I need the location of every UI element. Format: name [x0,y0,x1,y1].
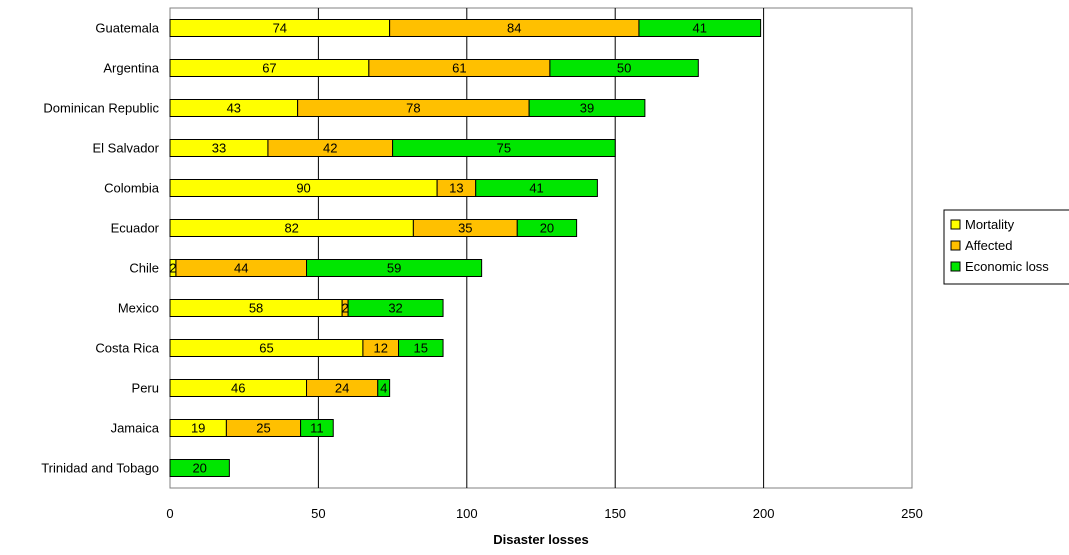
data-label: 35 [458,221,472,236]
bar-segment [392,139,616,157]
x-tick-label: 0 [166,506,173,521]
data-label: 75 [497,141,511,156]
data-label: 43 [227,101,241,116]
category-label: Peru [132,381,159,396]
bar-segment [516,219,578,237]
bar-segment [475,179,598,197]
legend-label: Economic loss [965,259,1049,274]
x-tick-label: 200 [753,506,775,521]
category-label: Costa Rica [95,341,159,356]
x-tick-label: 250 [901,506,923,521]
data-label: 44 [234,261,248,276]
bar-segment [398,339,444,357]
legend-swatch [950,240,961,251]
category-label: Trinidad and Tobago [41,461,159,476]
data-label: 78 [406,101,420,116]
bar-segment [638,19,762,37]
x-tick-label: 50 [311,506,325,521]
bar-segment [528,99,646,117]
category-label: Argentina [103,61,159,76]
data-label: 65 [259,341,273,356]
data-label: 41 [693,21,707,36]
bar-segment [377,379,391,397]
category-label: Jamaica [111,421,160,436]
bar-segment [347,299,444,317]
data-label: 46 [231,381,245,396]
x-tick-label: 150 [604,506,626,521]
x-axis-title: Disaster losses [493,532,588,547]
data-label: 33 [212,141,226,156]
bar-segment [549,59,699,77]
x-axis: 0 50 100 150 200 250 [166,506,922,521]
data-label: 2 [341,301,348,316]
category-label: Dominican Republic [43,101,159,116]
data-label: 2 [169,261,176,276]
category-label: El Salvador [93,141,160,156]
data-label: 20 [540,221,554,236]
legend-label: Affected [965,238,1012,253]
category-label: Chile [129,261,159,276]
data-label: 41 [529,181,543,196]
data-label: 61 [452,61,466,76]
data-label: 13 [449,181,463,196]
x-tick-label: 100 [456,506,478,521]
data-label: 90 [296,181,310,196]
plot-area [169,7,913,489]
legend-swatch [950,219,961,230]
data-label: 58 [249,301,263,316]
data-label: 82 [284,221,298,236]
data-label: 67 [262,61,276,76]
data-label: 20 [192,461,206,476]
data-label: 59 [387,261,401,276]
bar-segment [306,259,483,277]
data-label: 50 [617,61,631,76]
data-label: 42 [323,141,337,156]
bar-segment [169,459,230,477]
legend-frame [943,209,1069,285]
data-label: 19 [191,421,205,436]
data-label: 12 [373,341,387,356]
data-label: 4 [380,381,387,396]
data-label: 84 [507,21,521,36]
data-label: 74 [273,21,287,36]
legend: Mortality Affected Economic loss [943,209,1069,285]
data-label: 25 [256,421,270,436]
y-axis: Guatemala Argentina Dominican Republic El S… [41,21,160,476]
category-label: Ecuador [111,221,160,236]
data-label: 11 [310,421,324,436]
category-label: Colombia [104,181,160,196]
legend-label: Mortality [965,217,1015,232]
data-label: 39 [580,101,594,116]
legend-swatch [950,261,961,272]
data-label: 24 [335,381,349,396]
data-label: 32 [388,301,402,316]
category-label: Guatemala [95,21,159,36]
data-label: 15 [414,341,428,356]
bar-segment [300,419,334,437]
plot-frame [169,7,913,489]
category-label: Mexico [118,301,159,316]
